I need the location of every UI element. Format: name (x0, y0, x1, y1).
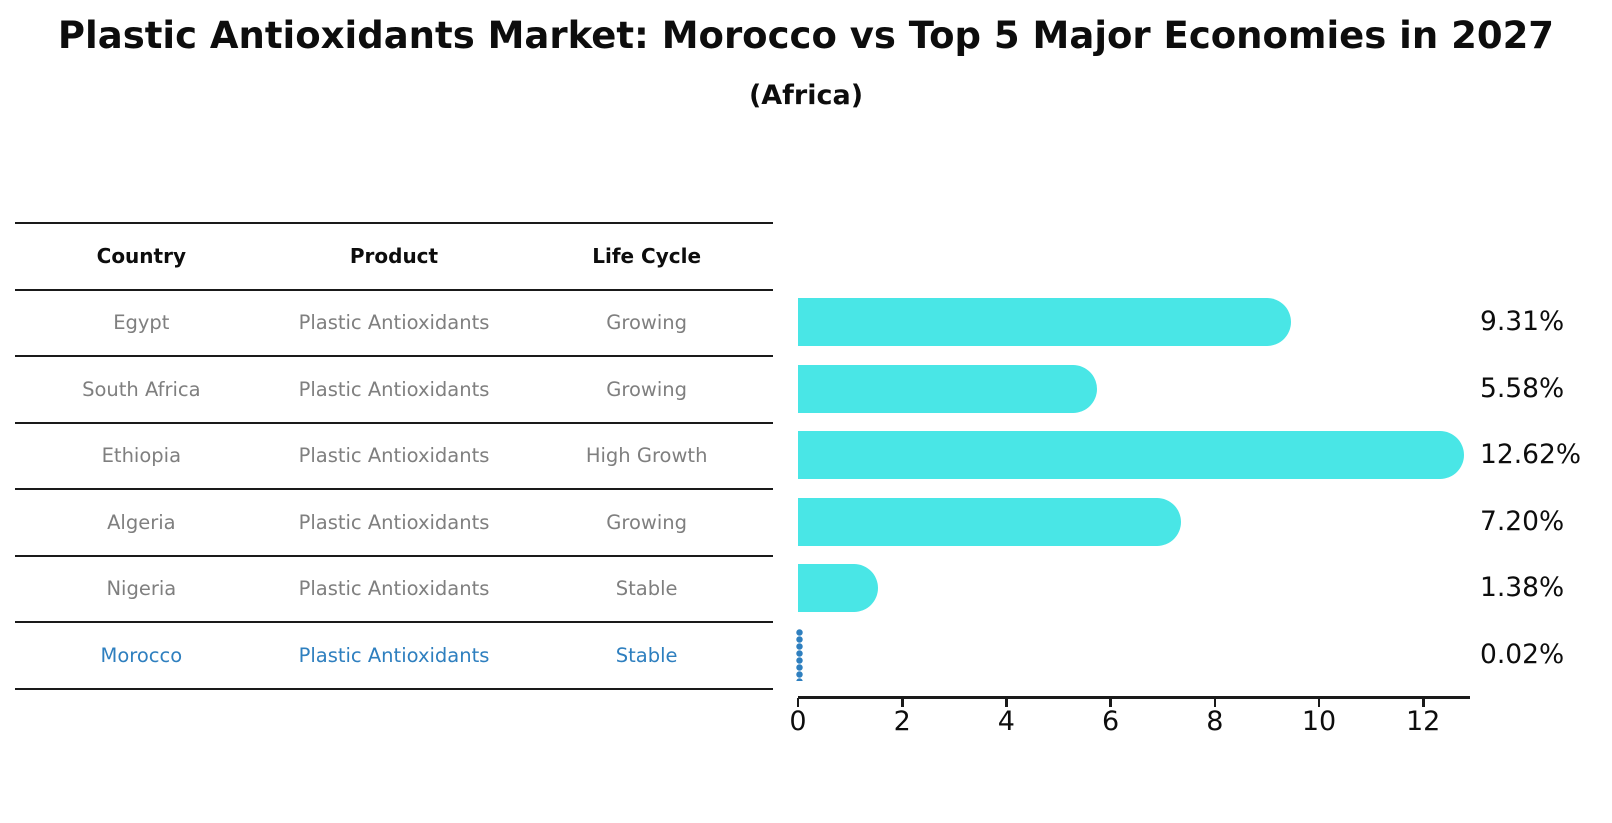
table-cell-product: Plastic Antioxidants (298, 311, 490, 335)
table-cell-product: Plastic Antioxidants (298, 643, 490, 667)
x-axis-tick (1422, 698, 1425, 707)
table-cell-life_cycle: Growing (606, 377, 687, 401)
value-label: 7.20% (1480, 505, 1565, 537)
table-row: Algeria Plastic Antioxidants Growing (15, 488, 773, 555)
bar-egypt (798, 298, 1292, 346)
table-cell-life_cycle: Growing (606, 311, 687, 335)
table-cell-product: Plastic Antioxidants (298, 510, 490, 534)
x-axis-tick-label: 6 (1102, 706, 1120, 737)
table-cell-life_cycle: High Growth (585, 444, 708, 468)
chart-title: Plastic Antioxidants Market: Morocco vs … (57, 14, 1555, 57)
table-cell-country: Ethiopia (101, 444, 182, 468)
table-cell-product: Plastic Antioxidants (298, 577, 490, 601)
value-label: 9.31% (1480, 306, 1565, 337)
table-header-cell: Product (349, 244, 439, 269)
bar-south-africa (798, 364, 1097, 413)
table-header-row: Country Product Life Cycle (15, 222, 773, 289)
x-axis-tick-label: 8 (1206, 706, 1224, 737)
table-cell-product: Plastic Antioxidants (298, 377, 490, 401)
value-label: 0.02% (1480, 638, 1565, 670)
table-cell-life_cycle: Growing (606, 510, 687, 534)
table-cell-country: Egypt (113, 311, 170, 335)
table-cell-country: Algeria (107, 510, 176, 534)
table-header-cell: Country (96, 244, 186, 269)
x-axis-tick (901, 698, 904, 707)
x-axis-tick (1317, 698, 1321, 707)
table-row: Ethiopia Plastic Antioxidants High Growth (15, 421, 773, 489)
x-axis-tick (796, 698, 800, 707)
table-row: Morocco Plastic Antioxidants Stable (15, 621, 773, 688)
bar-algeria (798, 497, 1182, 546)
bar-nigeria (798, 564, 878, 612)
table-row: Nigeria Plastic Antioxidants Stable (15, 554, 773, 622)
x-axis-tick-label: 4 (997, 706, 1015, 737)
table-row: Egypt Plastic Antioxidants Growing (15, 288, 773, 356)
table-cell-product: Plastic Antioxidants (298, 444, 490, 468)
x-axis-tick (1109, 698, 1112, 707)
x-axis-tick-label: 10 (1301, 706, 1337, 737)
table-cell-country: Morocco (100, 643, 183, 667)
x-axis-tick (1005, 698, 1008, 707)
x-axis-tick-label: 0 (789, 706, 807, 737)
value-label: 12.62% (1480, 439, 1582, 470)
value-label: 5.58% (1480, 372, 1565, 404)
table-row: South Africa Plastic Antioxidants Growing (15, 355, 773, 422)
x-axis-tick-label: 2 (893, 706, 911, 737)
table-header-cell: Life Cycle (592, 244, 702, 269)
chart-subtitle: (Africa) (748, 80, 864, 111)
table-cell-life_cycle: Stable (615, 577, 678, 601)
value-label: 1.38% (1480, 572, 1565, 603)
x-axis-tick (1213, 698, 1217, 707)
table-cell-country: Nigeria (106, 577, 177, 601)
table-cell-life_cycle: Stable (615, 643, 678, 667)
table-cell-country: South Africa (82, 377, 201, 401)
country-table: Country Product Life Cycle Egypt Plastic Ant… (15, 222, 773, 690)
bar-ethiopia (798, 431, 1464, 479)
bar-morocco (796, 628, 803, 681)
x-axis-tick-label: 12 (1406, 706, 1441, 737)
x-axis-line (798, 696, 1470, 699)
